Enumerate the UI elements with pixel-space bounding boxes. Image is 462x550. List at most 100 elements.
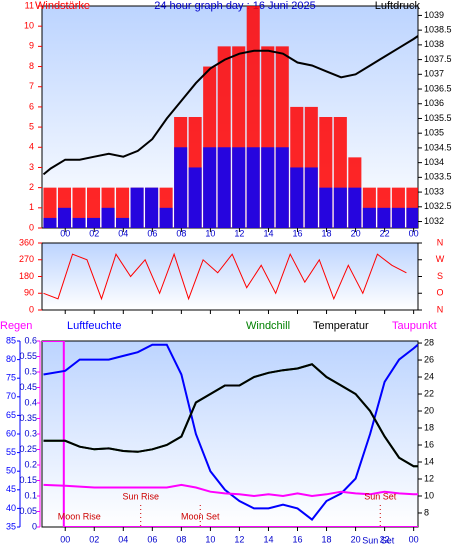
x-tick-label: 18 xyxy=(322,534,332,544)
wind-bar xyxy=(232,147,246,228)
wind-bar xyxy=(304,167,318,228)
annotation: Sun Set xyxy=(362,535,395,545)
x-tick-label: 06 xyxy=(147,228,157,238)
y-tick-label: 40 xyxy=(6,503,16,513)
series-line xyxy=(43,343,418,521)
y-tick-label: 7 xyxy=(29,81,34,91)
wind-bar xyxy=(319,187,333,228)
y-tick-label: 270 xyxy=(19,254,34,264)
y3-tick-label: 0.1 xyxy=(24,490,37,500)
wind-bar xyxy=(188,167,202,228)
y-axis-title: Windstärke xyxy=(35,0,90,12)
y2-tick-label: 1037 xyxy=(424,69,444,79)
plot-marks xyxy=(42,341,418,527)
y-tick-label: 3 xyxy=(29,162,34,172)
series-line xyxy=(43,483,418,498)
wind-bar xyxy=(217,147,231,228)
y2-tick-label: 12 xyxy=(424,473,434,483)
y-tick-label: 180 xyxy=(19,271,34,281)
y2-tick-label: 1034 xyxy=(424,157,444,167)
y2-tick-label: 1033.5 xyxy=(424,172,452,182)
y2-tick-label: 1036 xyxy=(424,98,444,108)
y3-tick-label: 0.35 xyxy=(19,413,37,423)
x-tick-label: 08 xyxy=(176,228,186,238)
x-tick-label: 12 xyxy=(234,534,244,544)
y-tick-label: 4 xyxy=(29,142,34,152)
y-tick-label: 11 xyxy=(25,0,34,10)
x-tick-label: 00 xyxy=(409,228,419,238)
y2-tick-label: N xyxy=(437,304,444,314)
series-line xyxy=(43,252,407,301)
x-tick-label: 16 xyxy=(292,228,302,238)
wind-bar xyxy=(159,207,173,228)
x-tick-label: 22 xyxy=(380,534,390,544)
y-tick-label: 2 xyxy=(29,182,34,192)
y-tick-label: 65 xyxy=(6,410,16,420)
plot-area xyxy=(41,242,419,311)
x-tick-label: 00 xyxy=(409,534,419,544)
wind-bar xyxy=(174,147,188,228)
plot-marks xyxy=(43,252,407,301)
wind-bar xyxy=(87,217,101,228)
wind-bar xyxy=(57,207,72,228)
y2-tick-label: 1032.5 xyxy=(424,201,452,211)
x-tick-label: 08 xyxy=(176,534,186,544)
y-tick-label: 50 xyxy=(6,466,16,476)
wind-bar xyxy=(348,187,362,228)
x-tick-label: 20 xyxy=(351,534,361,544)
y3-tick-label: 0.3 xyxy=(24,428,37,438)
y2-tick-label: 1034.5 xyxy=(424,142,452,152)
y2-tick-label: 1038 xyxy=(424,39,444,49)
y2-tick-label: 8 xyxy=(424,507,429,517)
x-tick-label: 20 xyxy=(351,228,361,238)
wind-bar xyxy=(275,147,289,228)
y-tick-label: 10 xyxy=(24,21,34,31)
y-tick-label: 85 xyxy=(6,335,16,345)
y2-tick-label: 1033 xyxy=(424,186,444,196)
legend-entry: Taupunkt xyxy=(392,320,437,332)
chart-title: 24 hour graph day : 16 Juni 2025 xyxy=(154,0,315,12)
x-tick-label: 02 xyxy=(89,228,99,238)
y3-tick-label: 0.6 xyxy=(24,335,37,345)
y-tick-label: 5 xyxy=(29,121,34,131)
annotation: Moon Rise xyxy=(58,511,101,521)
y2-tick-label: 22 xyxy=(424,388,434,398)
legend-entry: Temperatur xyxy=(313,320,369,332)
wind-bar xyxy=(261,147,275,228)
wind-bar xyxy=(391,207,405,228)
wind-bar xyxy=(406,207,418,228)
y2-tick-label: O xyxy=(436,288,443,298)
plot-area xyxy=(41,340,419,528)
y-tick-label: 90 xyxy=(24,288,34,298)
x-tick-label: 22 xyxy=(380,228,390,238)
y-tick-label: 75 xyxy=(6,373,16,383)
y2-axis-title: Luftdruck xyxy=(375,0,421,12)
y2-tick-label: 24 xyxy=(424,371,434,381)
y3-tick-label: 0.15 xyxy=(19,475,37,485)
legend-entry: Luftfeuchte xyxy=(67,320,121,332)
plot-marks xyxy=(42,6,418,228)
series-line xyxy=(42,35,418,176)
y-tick-label: 360 xyxy=(19,237,34,247)
wind-bar xyxy=(130,187,144,228)
series-line xyxy=(43,363,418,468)
x-tick-label: 14 xyxy=(263,228,273,238)
y-tick-label: 9 xyxy=(29,41,34,51)
y3-tick-label: 0 xyxy=(32,521,37,531)
y2-tick-label: 1038.5 xyxy=(424,25,452,35)
y-tick-label: 1 xyxy=(29,202,34,212)
y2-tick-label: W xyxy=(436,254,445,264)
y2-tick-label: 1036.5 xyxy=(424,83,452,93)
x-tick-label: 16 xyxy=(292,534,302,544)
y2-tick-label: 1032 xyxy=(424,216,444,226)
x-tick-label: 10 xyxy=(205,534,215,544)
x-tick-label: 14 xyxy=(263,534,273,544)
y2-tick-label: S xyxy=(437,271,443,281)
y-tick-label: 55 xyxy=(6,447,16,457)
y-tick-label: 8 xyxy=(29,61,34,71)
y2-tick-label: 18 xyxy=(424,422,434,432)
y3-tick-label: 0.45 xyxy=(19,382,37,392)
wind-bar xyxy=(116,217,130,228)
wind-bar xyxy=(101,207,115,228)
wind-bar xyxy=(203,147,217,228)
